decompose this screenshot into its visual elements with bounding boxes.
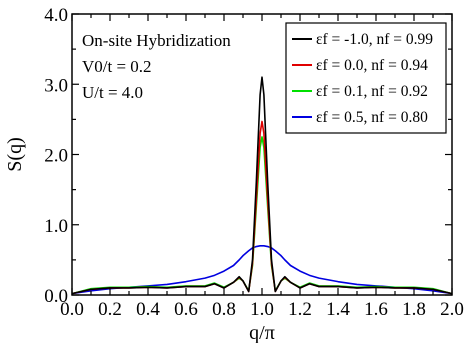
legend-label-2: εf = 0.1, nf = 0.92: [316, 83, 428, 100]
legend: εf = -1.0, nf = 0.99 εf = 0.0, nf = 0.94 ε…: [285, 22, 447, 134]
x-tick-label: 1.2: [288, 299, 312, 320]
y-tick-label: 2.0: [44, 146, 68, 167]
legend-box: [285, 22, 447, 134]
y-tick-label: 1.0: [44, 216, 68, 237]
series-line-1: [71, 120, 453, 295]
x-tick-label: 0.4: [136, 299, 160, 320]
series-line-0: [71, 76, 453, 295]
y-tick-label: 0.0: [44, 286, 68, 307]
plot-lines: [71, 76, 453, 295]
series-line-3: [71, 245, 453, 295]
x-tick-label: 1.8: [402, 299, 426, 320]
x-tick-label: 0.0: [60, 299, 84, 320]
annotations: On-site Hybridization V0/t = 0.2 U/t = 4…: [82, 31, 231, 102]
x-tick-label: 0.2: [98, 299, 122, 320]
x-tick-label: 2.0: [440, 299, 464, 320]
annotation-v0: V0/t = 0.2: [82, 57, 152, 76]
x-axis-label: q/π: [249, 322, 275, 343]
x-tick-label: 0.6: [174, 299, 198, 320]
x-tick-label: 1.0: [250, 299, 274, 320]
y-tick-label: 4.0: [44, 5, 68, 26]
x-tick-label: 0.8: [212, 299, 236, 320]
legend-label-3: εf = 0.5, nf = 0.80: [316, 109, 428, 126]
annotation-hybridization: On-site Hybridization: [82, 31, 231, 50]
legend-label-1: εf = 0.0, nf = 0.94: [316, 57, 428, 74]
tick-labels: 0.0 0.2 0.4 0.6 0.8 1.0 1.2 1.4 1.6 1.8 2.0 0.0 1.0 2…: [44, 5, 464, 320]
y-axis-label: S(q): [4, 137, 26, 171]
ticks: [71, 13, 453, 296]
y-tick-label: 3.0: [44, 75, 68, 96]
annotation-u: U/t = 4.0: [82, 83, 143, 102]
series-line-2: [71, 136, 453, 295]
x-tick-label: 1.6: [364, 299, 388, 320]
x-tick-label: 1.4: [326, 299, 350, 320]
legend-label-0: εf = -1.0, nf = 0.99: [316, 31, 433, 48]
